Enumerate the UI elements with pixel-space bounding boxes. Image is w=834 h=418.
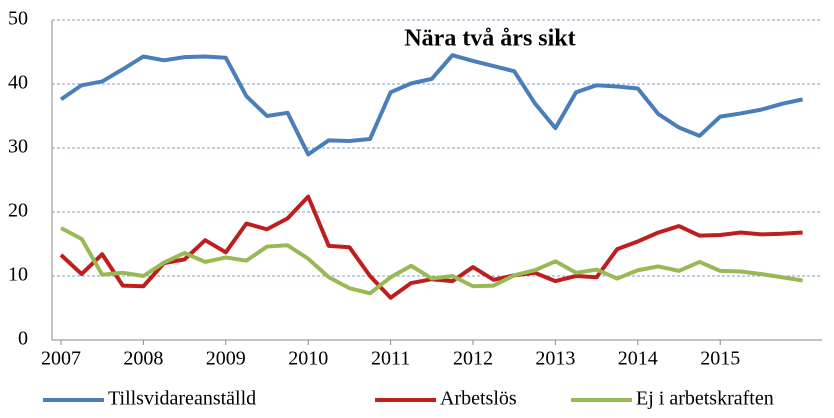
y-tick-label: 20 [8, 200, 28, 222]
x-tick-label: 2012 [453, 348, 493, 370]
x-tick-label: 2013 [535, 348, 575, 370]
chart-title: Nära två års sikt [404, 26, 575, 52]
x-tick-label: 2008 [123, 348, 163, 370]
series-line [60, 226, 803, 296]
x-tick-label: 2010 [288, 348, 328, 370]
y-tick-label: 0 [18, 328, 28, 350]
y-tick-label: 40 [8, 72, 28, 94]
y-tick-label: 10 [8, 264, 28, 286]
legend-label: Ej i arbetskraften [636, 388, 774, 410]
x-tick-label: 2007 [41, 348, 81, 370]
x-tick-label: 2015 [700, 348, 740, 370]
legend-label: Arbetslös [440, 388, 517, 410]
x-tick-label: 2009 [206, 348, 246, 370]
y-tick-label: 30 [8, 136, 28, 158]
x-tick-label: 2014 [618, 348, 658, 370]
y-tick-label: 50 [8, 8, 28, 30]
x-tick-label: 2011 [371, 348, 410, 370]
legend-label: Tillsvidareanställd [108, 388, 256, 410]
series-line [59, 53, 804, 157]
